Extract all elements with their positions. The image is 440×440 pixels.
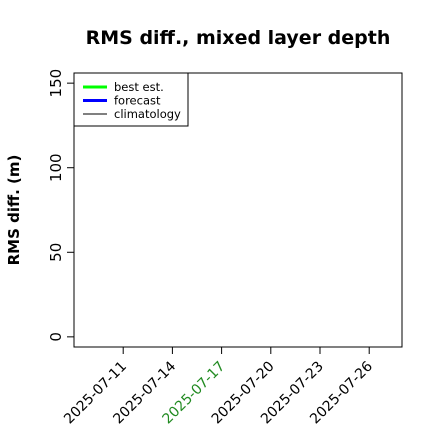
legend-label: best est. xyxy=(114,80,164,94)
y-axis-label: RMS diff. (m) xyxy=(5,155,23,266)
chart-title: RMS diff., mixed layer depth xyxy=(86,27,391,49)
legend-label: forecast xyxy=(114,94,161,108)
y-tick-label: 50 xyxy=(47,243,65,262)
plot-frame xyxy=(73,72,403,348)
y-tick-label: 100 xyxy=(47,153,65,182)
y-tick-label: 150 xyxy=(47,69,65,98)
legend-label: climatology xyxy=(114,107,181,121)
y-tick-label: 0 xyxy=(47,332,65,342)
